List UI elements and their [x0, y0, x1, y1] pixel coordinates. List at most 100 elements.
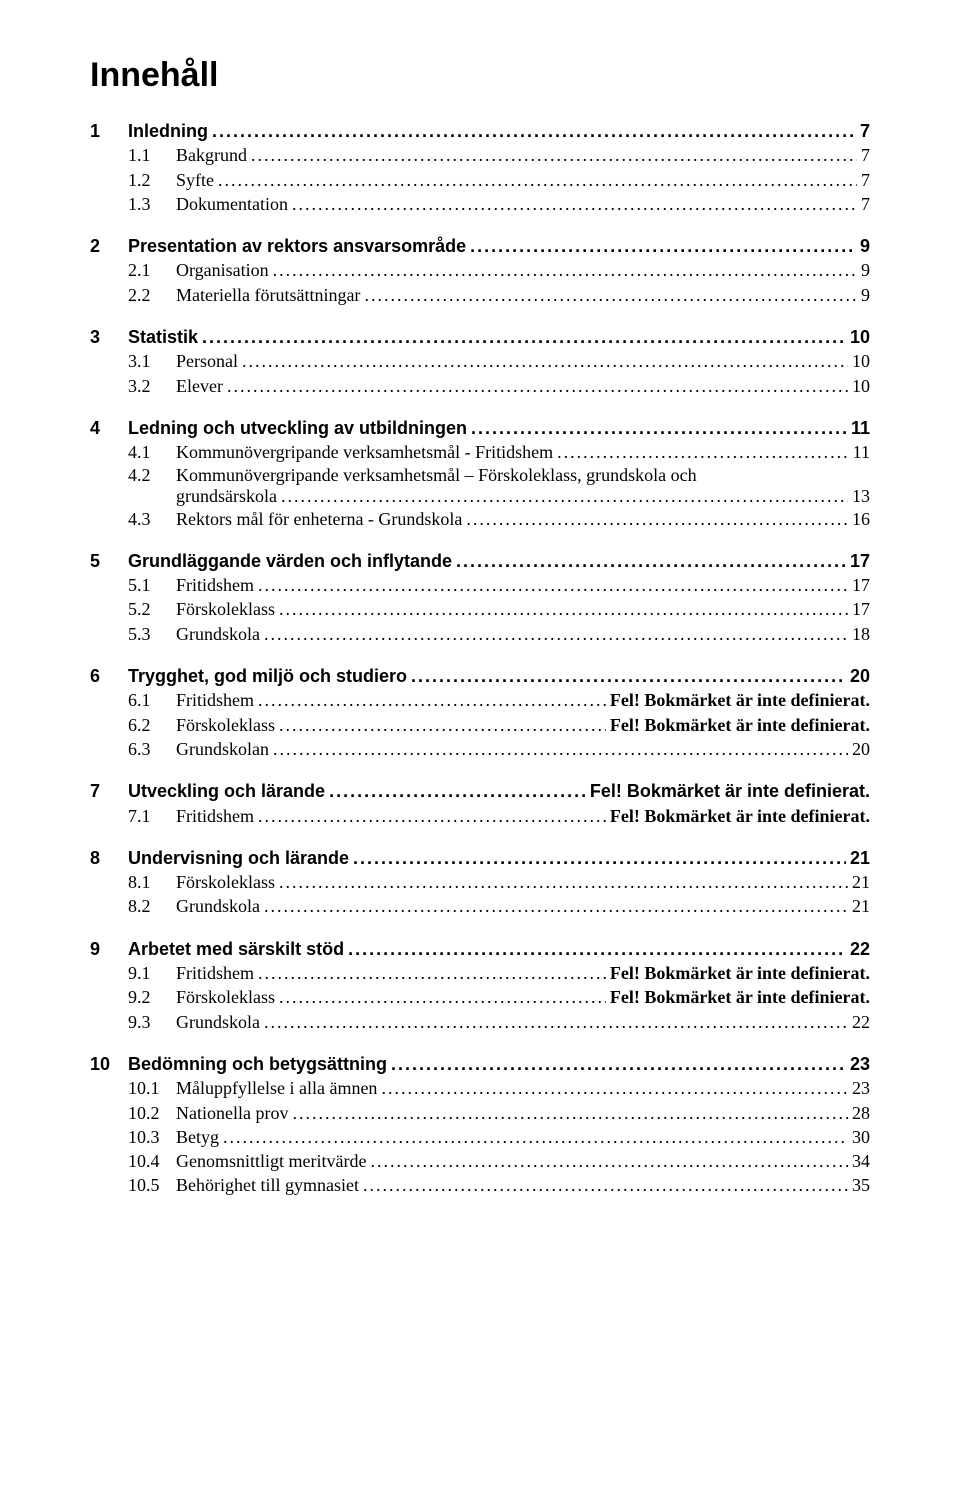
toc-page: 21: [852, 870, 870, 894]
toc-entry: 7.1FritidshemFel! Bokmärket är inte defi…: [128, 804, 870, 828]
toc-number: 9.1: [128, 961, 176, 985]
toc-number: 1.3: [128, 192, 176, 216]
toc-page-error: Fel! Bokmärket är inte definierat.: [610, 688, 870, 712]
toc-chapter: 7Utveckling och lärandeFel! Bokmärket är…: [90, 779, 870, 803]
toc-chapter: 9Arbetet med särskilt stöd22: [90, 937, 870, 961]
toc-number: 4: [90, 416, 128, 440]
toc-label: Bedömning och betygsättning: [128, 1052, 387, 1076]
toc-page: 10: [852, 349, 870, 373]
toc-page: 22: [850, 937, 870, 961]
toc-leader: [381, 1076, 848, 1100]
toc-number: 5.3: [128, 622, 176, 646]
toc-leader: [251, 143, 857, 167]
toc-leader: [466, 507, 848, 531]
toc-leader: [202, 325, 846, 349]
toc-leader: [411, 664, 846, 688]
toc-label: Fritidshem: [176, 688, 254, 712]
toc-entry: 9.1FritidshemFel! Bokmärket är inte defi…: [128, 961, 870, 985]
toc-leader: [364, 283, 857, 307]
toc-page: 17: [850, 549, 870, 573]
toc-entry: 6.1Fritidshem Fel! Bokmärket är inte defi…: [128, 688, 870, 712]
toc-leader: [353, 846, 846, 870]
toc-entry: 10.5Behörighet till gymnasiet 35: [128, 1173, 870, 1197]
toc-page: 21: [852, 894, 870, 918]
toc-number: 4.1: [128, 440, 176, 464]
toc-page: 7: [861, 192, 870, 216]
toc-page: 17: [852, 573, 870, 597]
toc-section: 3Statistik103.1Personal103.2Elever10: [90, 325, 870, 398]
toc-label: Dokumentation: [176, 192, 288, 216]
toc-section: 4Ledning och utveckling av utbildningen1…: [90, 416, 870, 531]
toc-number: 10.5: [128, 1173, 176, 1197]
toc-label: Fritidshem: [176, 961, 254, 985]
toc-number: 10: [90, 1052, 128, 1076]
toc-number: 4.2: [128, 465, 176, 486]
toc-entry: 5.3Grundskola18: [128, 622, 870, 646]
toc-page: 9: [861, 258, 870, 282]
toc-page: 20: [852, 737, 870, 761]
toc-label: Grundläggande värden och inflytande: [128, 549, 452, 573]
toc-page: 30: [852, 1125, 870, 1149]
toc-number: 3.2: [128, 374, 176, 398]
toc-leader: [329, 779, 586, 803]
toc-leader: [348, 937, 846, 961]
toc-leader: [273, 737, 848, 761]
toc-leader: [370, 1149, 848, 1173]
toc-number: 9.2: [128, 985, 176, 1009]
toc-leader: [279, 870, 848, 894]
toc-entry: 6.2FörskoleklassFel! Bokmärket är inte d…: [128, 713, 870, 737]
toc-page: 18: [852, 622, 870, 646]
toc-leader: [363, 1173, 848, 1197]
toc-label: Elever: [176, 374, 223, 398]
toc-number: 5.1: [128, 573, 176, 597]
toc-page: 10: [850, 325, 870, 349]
toc-label: Trygghet, god miljö och studiero: [128, 664, 407, 688]
toc-label: Syfte: [176, 168, 214, 192]
toc-chapter: 1Inledning7: [90, 119, 870, 143]
toc-section: 2Presentation av rektors ansvarsområde92…: [90, 234, 870, 307]
toc-section: 7Utveckling och lärandeFel! Bokmärket är…: [90, 779, 870, 828]
toc-number: 8: [90, 846, 128, 870]
toc-page: 7: [861, 168, 870, 192]
toc-label: Presentation av rektors ansvarsområde: [128, 234, 466, 258]
toc-label: Behörighet till gymnasiet: [176, 1173, 359, 1197]
toc-entry: 3.1Personal10: [128, 349, 870, 373]
toc-section: 1Inledning71.1Bakgrund71.2Syfte71.3Dokum…: [90, 119, 870, 216]
toc-number: 6.2: [128, 713, 176, 737]
toc-label: Fritidshem: [176, 573, 254, 597]
toc-page: 35: [852, 1173, 870, 1197]
toc-label: Rektors mål för enheterna - Grundskola: [176, 507, 462, 531]
toc-page: 10: [852, 374, 870, 398]
toc-leader: [557, 440, 849, 464]
toc-entry: 9.3Grundskola22: [128, 1010, 870, 1034]
toc-leader: [218, 168, 857, 192]
toc-chapter: 8Undervisning och lärande21: [90, 846, 870, 870]
toc-page: 16: [852, 507, 870, 531]
toc-number: 3: [90, 325, 128, 349]
toc-label: Bakgrund: [176, 143, 247, 167]
toc-number: 1.1: [128, 143, 176, 167]
toc-label-cont: grundsärskola: [176, 486, 277, 507]
toc-page: 7: [860, 119, 870, 143]
toc-number: 6.1: [128, 688, 176, 712]
toc-entry: 6.3Grundskolan20: [128, 737, 870, 761]
toc-page: 23: [850, 1052, 870, 1076]
toc-page: 28: [852, 1101, 870, 1125]
toc-entry-multiline: 4.2Kommunövergripande verksamhetsmål – F…: [128, 465, 870, 507]
toc-label: Kommunövergripande verksamhetsmål – Förs…: [176, 465, 870, 486]
toc-chapter: 4Ledning och utveckling av utbildningen1…: [90, 416, 870, 440]
toc-number: 2.1: [128, 258, 176, 282]
toc-number: 10.1: [128, 1076, 176, 1100]
toc-page: 20: [850, 664, 870, 688]
toc-label: Förskoleklass: [176, 597, 275, 621]
toc-leader: [471, 416, 847, 440]
toc-section: 10Bedömning och betygsättning2310.1Målup…: [90, 1052, 870, 1198]
toc-leader: [212, 119, 856, 143]
document-page: Innehåll 1Inledning71.1Bakgrund71.2Syfte…: [0, 0, 960, 1490]
toc-leader: [242, 349, 848, 373]
toc-leader: [264, 894, 848, 918]
toc-leader: [258, 573, 848, 597]
toc-entry: 3.2Elever 10: [128, 374, 870, 398]
toc-leader: [391, 1052, 846, 1076]
toc-entry: 2.1Organisation9: [128, 258, 870, 282]
